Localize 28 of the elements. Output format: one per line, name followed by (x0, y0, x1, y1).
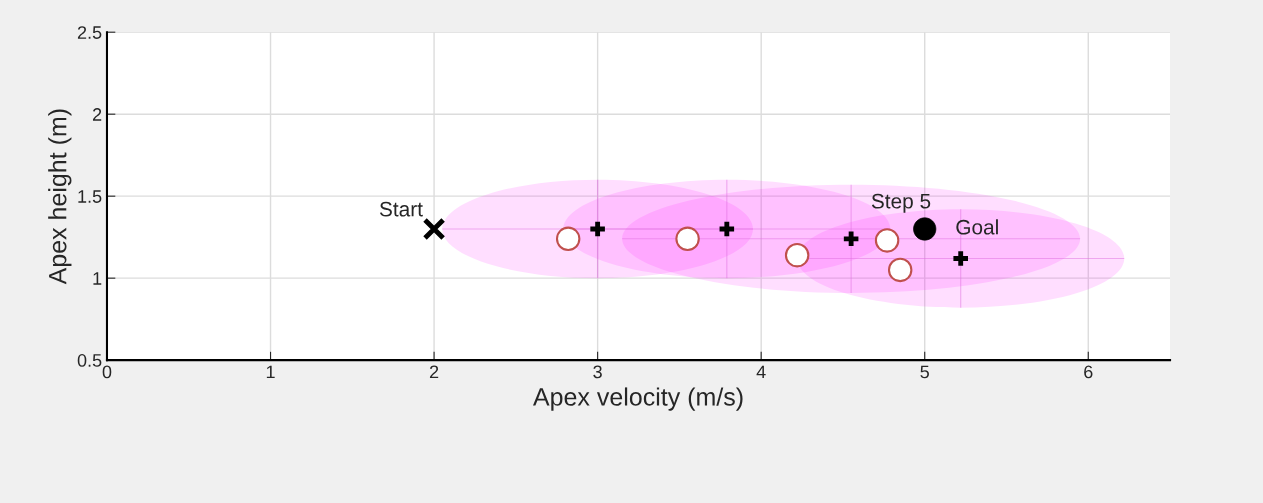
x-tick-label: 0 (102, 365, 112, 379)
x-tick-label: 1 (266, 365, 275, 379)
point (422, 217, 446, 241)
series-label: Goal (956, 219, 998, 235)
annotation: Step 5 (871, 193, 931, 213)
point (675, 226, 700, 252)
x-tick-label: 3 (593, 365, 602, 379)
point (719, 221, 735, 237)
y-tick-label: 1 (93, 272, 102, 285)
x-tick-label: 4 (756, 365, 766, 379)
point (874, 228, 900, 253)
point (555, 226, 581, 252)
x-axis-title: Apex velocity (m/s) (532, 387, 743, 411)
point (784, 242, 810, 268)
y-tick-label: 0.5 (77, 354, 102, 367)
y-tick-label: 2.5 (77, 26, 102, 39)
point (590, 221, 605, 237)
point (887, 257, 913, 283)
x-tick-label: 6 (1084, 365, 1093, 379)
y-tick-label: 2 (92, 108, 102, 121)
x-tick-label: 2 (429, 365, 439, 379)
y-tick-label: 1.5 (78, 190, 102, 203)
point (953, 251, 968, 266)
series-label: Start (379, 201, 423, 217)
point (843, 231, 859, 247)
x-tick-label: 5 (920, 365, 929, 379)
y-axis-title: Apex height (m) (48, 109, 72, 285)
point (913, 217, 937, 241)
